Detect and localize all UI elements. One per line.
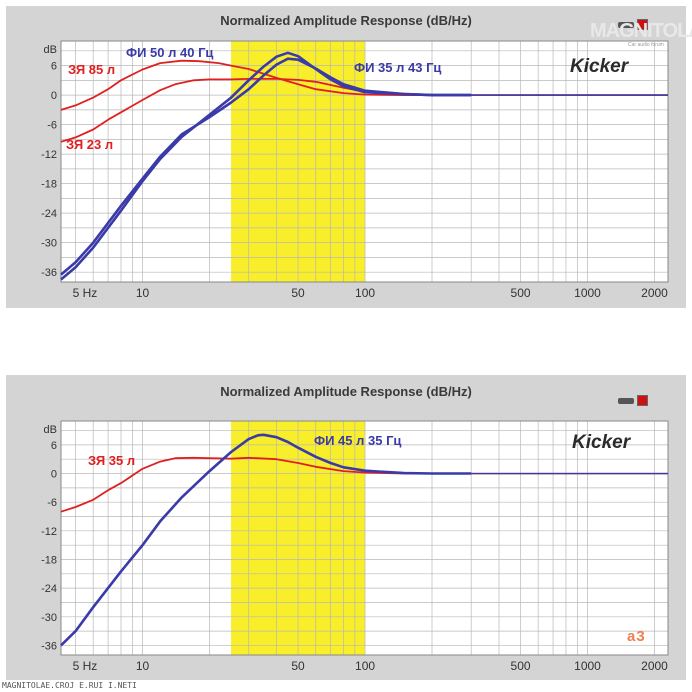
y-axis-unit-label: dB — [44, 44, 57, 56]
annotation-fi-45: ФИ 45 л 35 Гц — [314, 433, 402, 448]
y-tick-label: 6 — [51, 61, 57, 73]
y-tick-label: -30 — [41, 612, 57, 624]
x-tick-label: 5 Hz — [73, 659, 98, 673]
plot-frame — [60, 40, 669, 283]
y-tick-label: 0 — [51, 469, 57, 481]
x-tick-label: 10 — [136, 659, 150, 673]
scope-icon — [618, 21, 634, 28]
toolbar-icons — [618, 392, 648, 410]
y-tick-label: -30 — [41, 238, 57, 250]
brand-label: Kicker — [572, 432, 631, 453]
series-line-3 — [60, 57, 472, 276]
y-tick-label: -18 — [41, 179, 57, 191]
a3-logo: a3 — [627, 628, 646, 645]
chart-bottom: -36 -30 -24 -18 -12 -6 0 6 dB 5 Hz 10 50 100 500 1000 2… — [41, 420, 669, 673]
x-tick-label: 1000 — [574, 286, 601, 300]
x-tick-label: 1000 — [574, 659, 601, 673]
y-tick-label: -18 — [41, 554, 57, 566]
y-tick-label: -12 — [41, 149, 57, 161]
series-line-1 — [60, 433, 472, 647]
x-tick-label: 10 — [136, 286, 150, 300]
annotation-zya-23: ЗЯ 23 л — [66, 137, 114, 152]
chart-top: -36 -30 -24 -18 -12 -6 0 6 dB 5 Hz 10 50 100 500 1000 2… — [41, 40, 669, 300]
series-line-0 — [60, 456, 472, 513]
toolbar-icons — [618, 16, 648, 34]
annotation-zya-35: ЗЯ 35 л — [88, 453, 136, 468]
plot-frame — [60, 420, 669, 656]
x-tick-label: 50 — [291, 659, 305, 673]
watermark-subtext: Car audio forum — [628, 42, 664, 48]
watermark: MAGNITOLA — [590, 20, 692, 42]
annotation-fi-50: ФИ 50 л 40 Гц — [126, 45, 214, 60]
x-tick-label: 2000 — [641, 286, 668, 300]
y-tick-label: -24 — [41, 583, 57, 595]
x-tick-label: 100 — [355, 286, 375, 300]
chart-title: Normalized Amplitude Response (dB/Hz) — [220, 13, 472, 28]
x-tick-label: 100 — [355, 659, 375, 673]
y-tick-label: -24 — [41, 208, 57, 220]
scope-icon — [618, 397, 634, 404]
chart-panel-top: Normalized Amplitude Response (dB/Hz) -3… — [6, 6, 692, 308]
annotation-zya-85: ЗЯ 85 л — [68, 62, 116, 77]
footer-watermark: MAGNITOLAE.CROJ E.RUI I.NETI — [2, 681, 137, 690]
checkbox-icon — [637, 19, 648, 31]
series-line-0 — [60, 59, 472, 111]
y-axis-unit-label: dB — [44, 424, 57, 436]
y-tick-label: 6 — [51, 440, 57, 452]
x-tick-label: 500 — [511, 659, 531, 673]
y-tick-label: -6 — [47, 120, 57, 132]
y-tick-label: -12 — [41, 526, 57, 538]
x-tick-label: 50 — [291, 286, 305, 300]
y-tick-label: -6 — [47, 497, 57, 509]
chart-panel-bottom: Normalized Amplitude Response (dB/Hz) -3… — [6, 375, 686, 680]
series-line-2 — [60, 51, 472, 281]
checkbox-icon — [637, 395, 648, 407]
grid — [61, 421, 668, 655]
x-tick-label: 5 Hz — [73, 286, 98, 300]
brand-label: Kicker — [570, 56, 629, 77]
y-tick-label: -36 — [41, 267, 57, 279]
annotation-fi-35: ФИ 35 л 43 Гц — [354, 60, 442, 75]
x-tick-label: 2000 — [641, 659, 668, 673]
y-tick-label: -36 — [41, 640, 57, 652]
chart-title: Normalized Amplitude Response (dB/Hz) — [220, 384, 472, 399]
y-tick-label: 0 — [51, 90, 57, 102]
x-tick-label: 500 — [511, 286, 531, 300]
